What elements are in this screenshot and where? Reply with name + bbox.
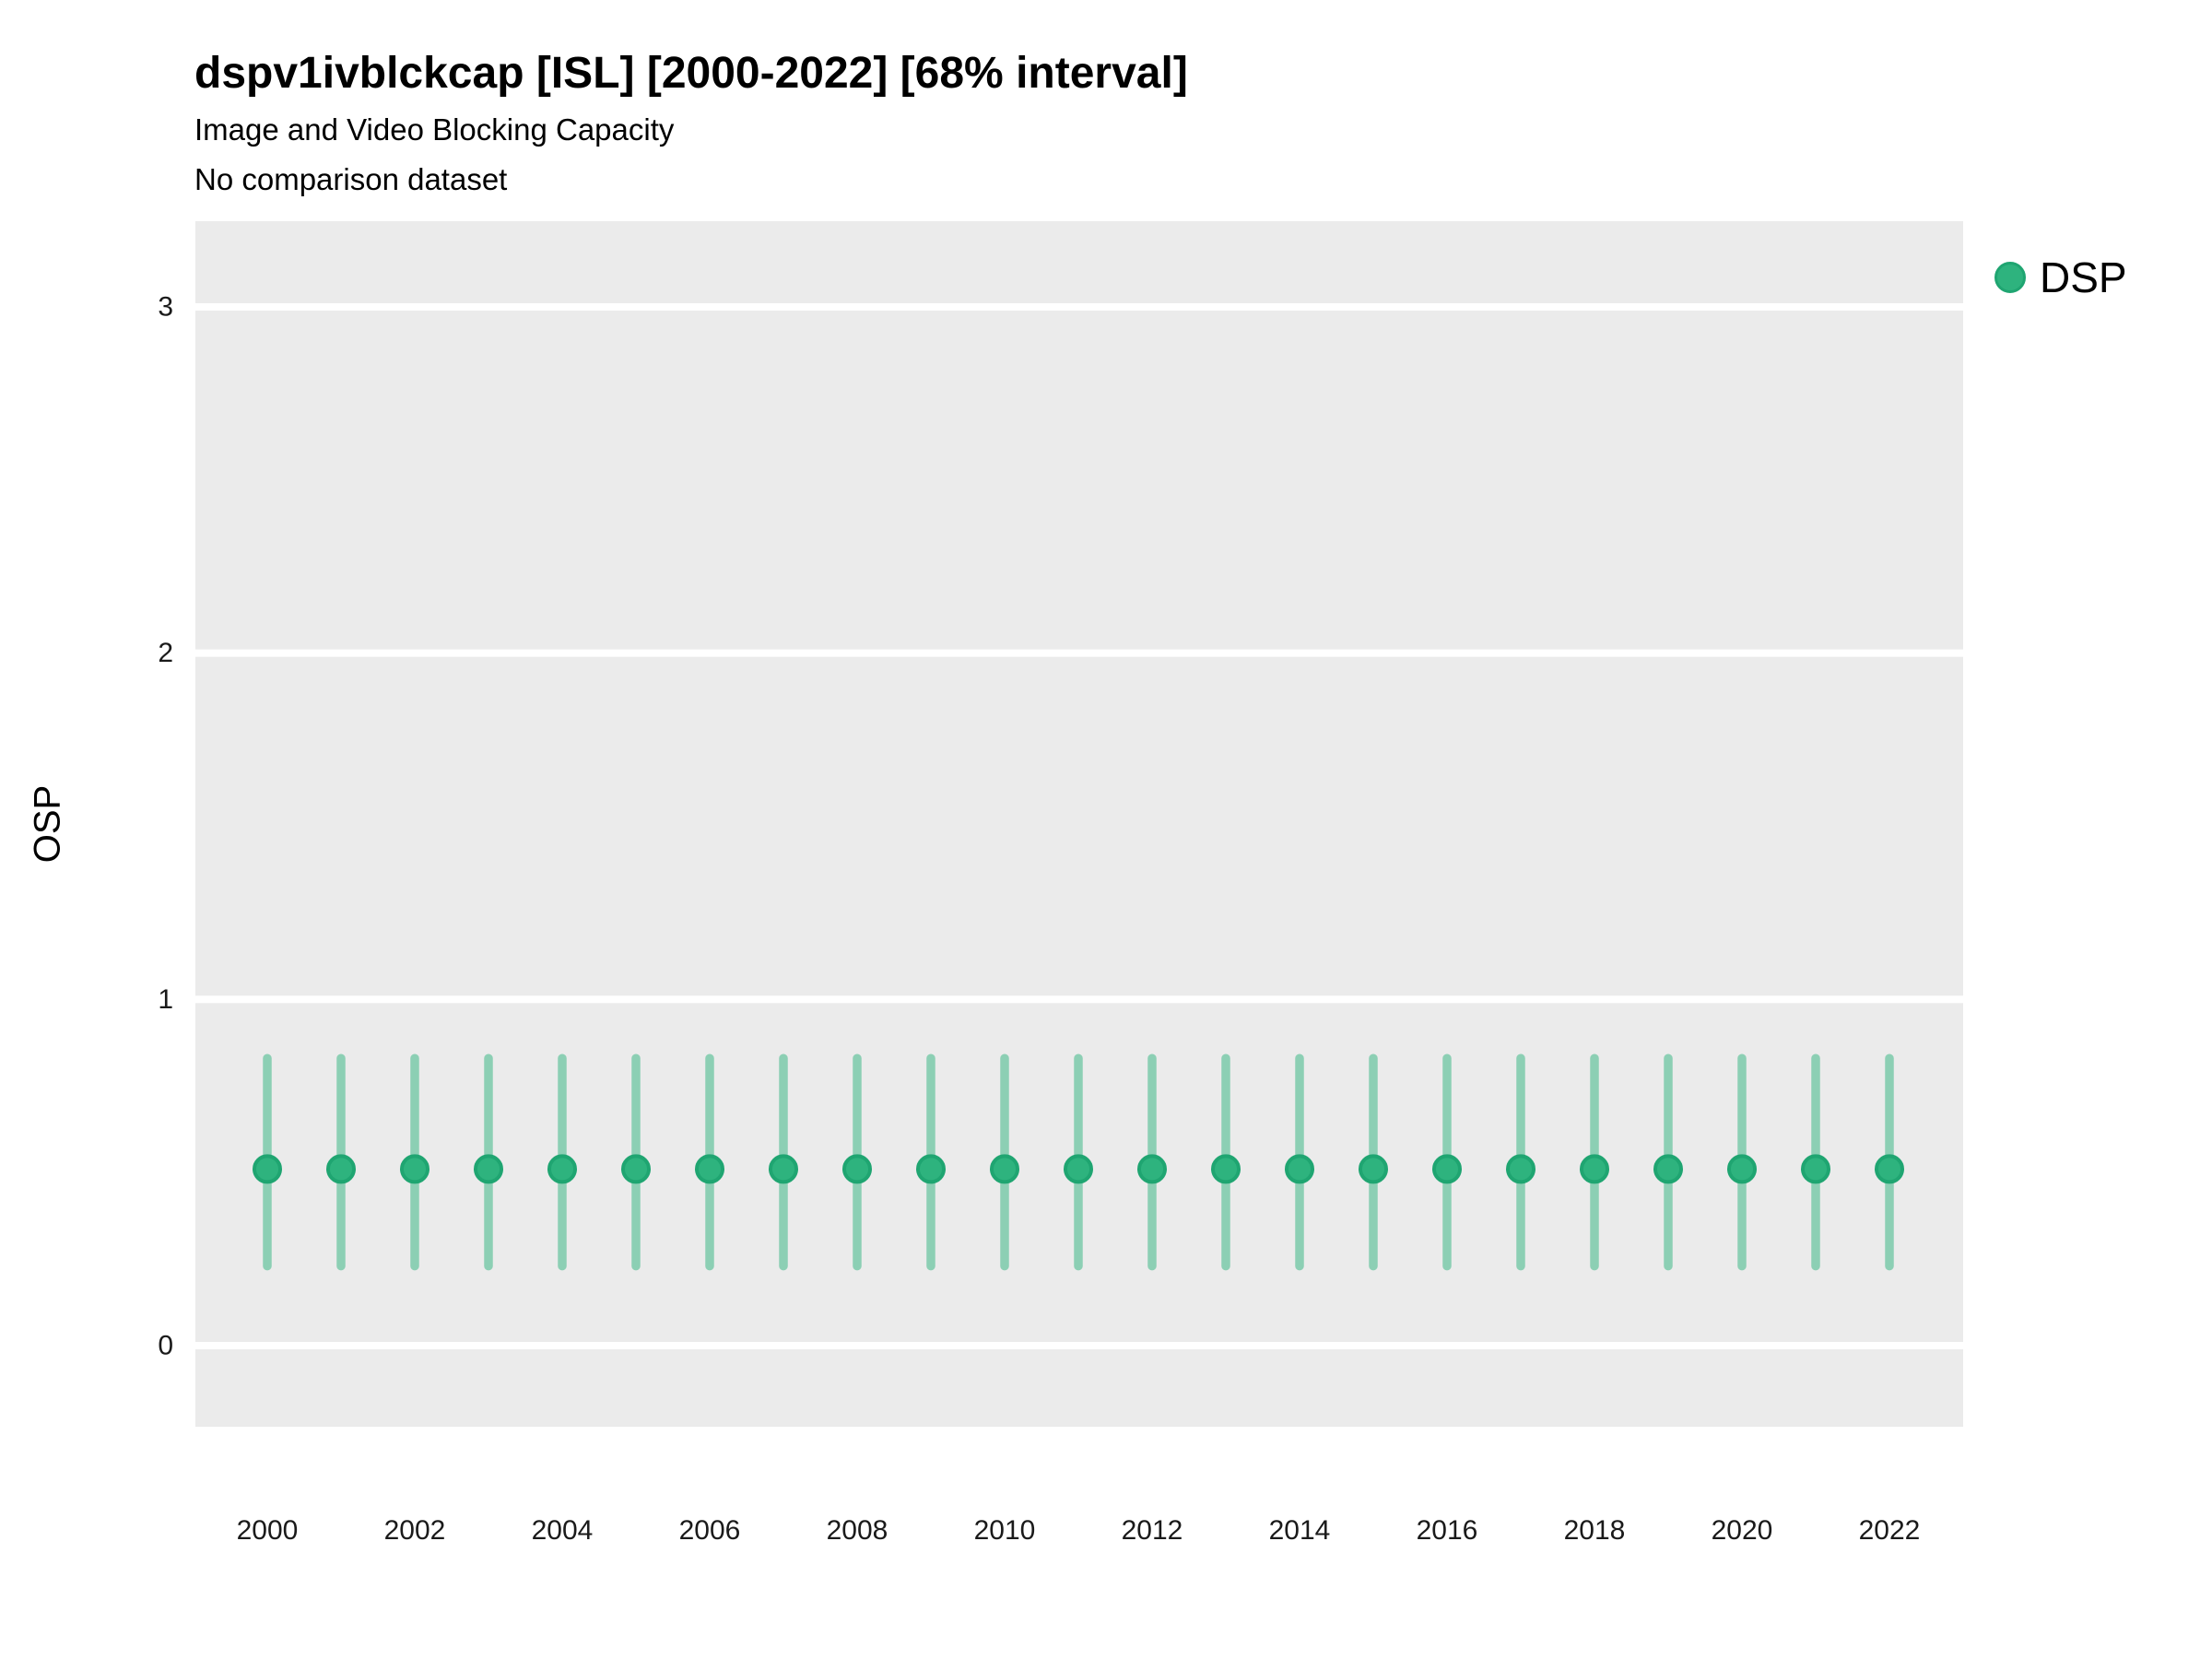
data-point-2018 (1580, 1154, 1609, 1184)
data-point-2007 (769, 1154, 798, 1184)
data-point-2021 (1801, 1154, 1830, 1184)
data-point-2011 (1064, 1154, 1093, 1184)
x-tick-label-2004: 2004 (532, 1515, 594, 1546)
x-tick-label-2008: 2008 (827, 1515, 888, 1546)
legend-label-dsp: DSP (2040, 253, 2127, 301)
x-tick-label-2012: 2012 (1122, 1515, 1183, 1546)
x-tick-label-2000: 2000 (237, 1515, 299, 1546)
data-point-2005 (621, 1154, 651, 1184)
data-point-2014 (1285, 1154, 1314, 1184)
y-tick-label-2: 2 (158, 638, 173, 668)
data-point-2017 (1506, 1154, 1535, 1184)
data-point-2012 (1137, 1154, 1167, 1184)
data-point-2006 (695, 1154, 724, 1184)
data-point-2003 (474, 1154, 503, 1184)
data-point-2001 (326, 1154, 356, 1184)
data-point-2009 (916, 1154, 946, 1184)
x-tick-label-2014: 2014 (1269, 1515, 1331, 1546)
data-point-2004 (547, 1154, 577, 1184)
chart-subtitle-comparison: No comparison dataset (194, 162, 508, 196)
legend-point-marker-icon (1994, 262, 2026, 293)
x-tick-label-2020: 2020 (1712, 1515, 1773, 1546)
x-tick-label-2022: 2022 (1859, 1515, 1921, 1546)
data-point-2016 (1432, 1154, 1462, 1184)
chart-subtitle: Image and Video Blocking Capacity (194, 112, 675, 147)
x-tick-label-2016: 2016 (1417, 1515, 1478, 1546)
x-tick-label-2002: 2002 (384, 1515, 446, 1546)
data-point-2010 (990, 1154, 1019, 1184)
legend: DSP (1994, 256, 2127, 299)
chart-title: dspv1ivblckcap [ISL] [2000-2022] [68% in… (194, 49, 1188, 98)
y-tick-label-1: 1 (158, 984, 173, 1015)
data-point-2002 (400, 1154, 429, 1184)
data-point-2020 (1727, 1154, 1757, 1184)
x-tick-label-2006: 2006 (679, 1515, 741, 1546)
y-tick-label-3: 3 (158, 291, 173, 322)
data-point-2015 (1359, 1154, 1388, 1184)
data-point-2013 (1211, 1154, 1241, 1184)
x-tick-label-2018: 2018 (1564, 1515, 1626, 1546)
y-tick-label-0: 0 (158, 1331, 173, 1361)
data-point-2019 (1653, 1154, 1683, 1184)
data-point-2022 (1875, 1154, 1904, 1184)
x-tick-label-2010: 2010 (974, 1515, 1036, 1546)
data-point-2000 (253, 1154, 282, 1184)
data-point-2008 (842, 1154, 872, 1184)
